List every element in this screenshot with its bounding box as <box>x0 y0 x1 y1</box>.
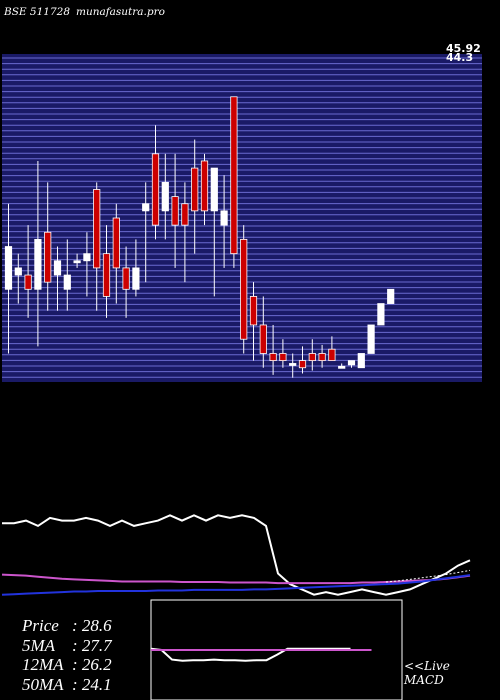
candle-body <box>191 167 199 212</box>
candle-body <box>338 365 346 369</box>
candle-body <box>14 267 22 276</box>
moving-average-lines <box>1 514 471 596</box>
candle-body <box>377 303 385 326</box>
macd-label: MACD <box>403 673 444 687</box>
candle-body <box>230 96 238 255</box>
price-axis-second: 44.3 <box>446 51 473 64</box>
candle-body <box>112 217 120 269</box>
macd-lines <box>150 647 372 662</box>
candle-body <box>357 353 365 369</box>
candle-body <box>34 238 42 290</box>
candle-body <box>249 296 258 326</box>
candle-body <box>122 267 130 290</box>
12ma-value: : 26.2 <box>72 655 112 674</box>
candle-body <box>220 210 228 226</box>
stats-readout: Price : 28.6 5MA : 27.7 12MA : 26.2 50MA… <box>21 616 113 694</box>
ma-line <box>1 573 471 585</box>
5ma-label: 5MA <box>22 636 56 655</box>
candle-body <box>308 353 316 362</box>
candle-body <box>151 153 160 226</box>
macd-line <box>150 647 351 662</box>
candle-body <box>269 353 277 362</box>
live-label: <<Live <box>404 659 450 673</box>
candle-body <box>347 360 356 366</box>
candle-body <box>318 353 326 362</box>
candle-body <box>328 348 336 362</box>
symbol-label: BSE 511728 <box>3 6 70 18</box>
candle-body <box>4 246 13 290</box>
candle-body <box>279 353 287 362</box>
candle-body <box>210 167 218 212</box>
candle-body <box>132 267 140 290</box>
candle-body <box>63 274 71 290</box>
price-label: Price <box>21 616 59 635</box>
candle-body <box>181 203 189 226</box>
ma-line <box>1 574 471 596</box>
chart-header: BSE 511728 munafasutra.pro <box>3 6 165 18</box>
50ma-value: : 24.1 <box>72 675 112 694</box>
candle-body <box>93 189 101 269</box>
candlestick-series <box>4 96 395 378</box>
candle-body <box>161 181 169 212</box>
5ma-value: : 27.7 <box>72 636 113 655</box>
candle-body <box>53 260 62 276</box>
candle-body <box>73 260 81 264</box>
candle-body <box>367 324 375 354</box>
candle-body <box>298 360 307 369</box>
ma-line <box>2 514 471 596</box>
price-value: : 28.6 <box>72 616 112 635</box>
site-label: munafasutra.pro <box>76 6 165 18</box>
candle-body <box>83 253 91 262</box>
candle-body <box>259 324 267 354</box>
12ma-label: 12MA <box>22 655 64 674</box>
candle-body <box>102 253 111 297</box>
candle-body <box>44 231 52 283</box>
price-axis-top: 45.92 <box>446 42 481 55</box>
candle-body <box>142 203 150 212</box>
candle-body <box>171 196 179 226</box>
candle-body <box>200 160 209 212</box>
candle-body <box>387 288 395 304</box>
price-gridlines <box>2 57 482 378</box>
candle-body <box>289 363 297 366</box>
candle-body <box>240 238 248 340</box>
50ma-label: 50MA <box>22 675 64 694</box>
candle-body <box>24 274 32 290</box>
